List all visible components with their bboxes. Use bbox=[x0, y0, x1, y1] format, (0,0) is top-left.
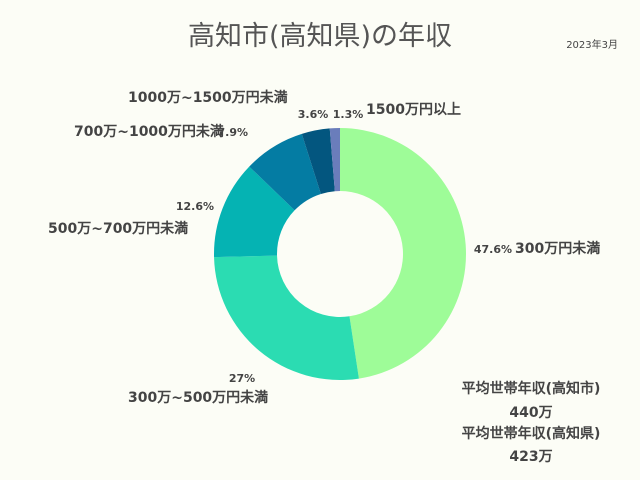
slice-percent-label-3: 12.6% bbox=[176, 200, 214, 213]
avg-label-city: 平均世帯年収(高知市) bbox=[461, 381, 601, 397]
donut-slice-3 bbox=[214, 166, 295, 258]
donut-slice-1 bbox=[340, 128, 467, 379]
donut-slice-2 bbox=[214, 255, 359, 381]
avg-value-prefecture: 423万 bbox=[509, 449, 553, 465]
avg-label-prefecture: 平均世帯年収(高知県) bbox=[461, 426, 601, 442]
donut-slice-6 bbox=[329, 128, 340, 192]
slice-category-label-2: 300万~500万円未満 bbox=[128, 389, 268, 406]
slice-percent-label-6: 1.3% bbox=[333, 108, 364, 121]
date-label: 2023年3月 bbox=[566, 40, 618, 51]
slice-percent-label-5: 3.6% bbox=[298, 108, 329, 121]
slice-category-label-1: 300万円未満 bbox=[515, 240, 600, 257]
donut-slice-4 bbox=[249, 133, 321, 211]
slice-percent-label-1: 47.6% bbox=[474, 243, 512, 256]
slice-category-label-6: 1500万円以上 bbox=[366, 102, 461, 118]
chart-title: 高知市(高知県)の年収 bbox=[187, 21, 453, 52]
slice-labels: 47.6% 300万円未満 27% 300万~500万円未満 12.6% 500万~700… bbox=[48, 89, 600, 406]
slice-percent-label-2: 27% bbox=[229, 372, 255, 385]
slice-category-label-3: 500万~700万円未満 bbox=[48, 220, 188, 237]
donut-slice-5 bbox=[301, 128, 335, 194]
slice-category-label-4: 700万~1000万円未満 bbox=[74, 123, 224, 140]
slice-percent-label-4: 7.9% bbox=[217, 126, 248, 139]
slice-category-label-5: 1000万~1500万円未満 bbox=[128, 89, 288, 106]
donut-slices bbox=[214, 128, 467, 381]
avg-value-city: 440万 bbox=[509, 405, 553, 421]
